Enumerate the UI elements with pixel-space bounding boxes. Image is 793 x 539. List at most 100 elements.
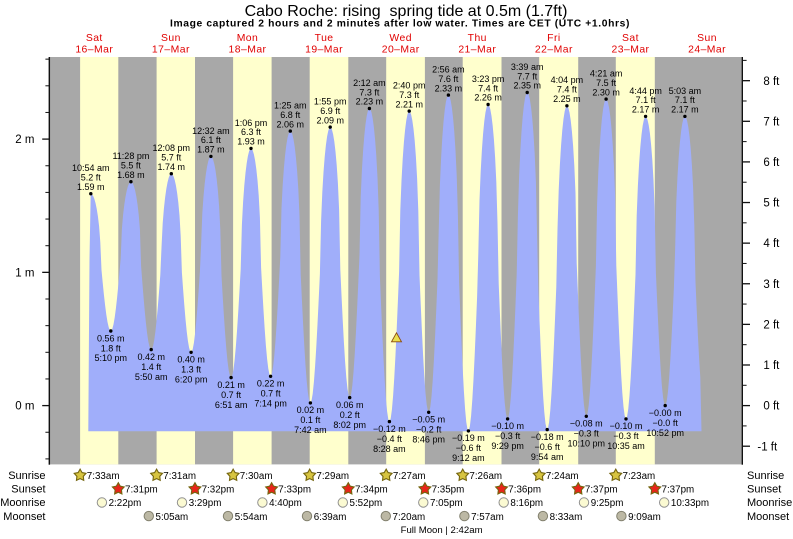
svg-text:0.02 m: 0.02 m	[297, 405, 325, 415]
svg-text:Tue: Tue	[315, 33, 334, 44]
svg-text:9:25pm: 9:25pm	[591, 498, 624, 509]
svg-text:0.56 m: 0.56 m	[97, 333, 125, 343]
svg-text:7:36pm: 7:36pm	[508, 485, 541, 496]
svg-text:Moonrise: Moonrise	[747, 497, 792, 509]
svg-text:−0.18 m: −0.18 m	[531, 432, 564, 442]
svg-text:8:46 pm: 8:46 pm	[412, 435, 445, 445]
svg-text:5:03 am: 5:03 am	[669, 86, 702, 96]
svg-text:4:21 am: 4:21 am	[590, 69, 623, 79]
svg-text:3:23 pm: 3:23 pm	[472, 74, 505, 84]
svg-text:2.17 m: 2.17 m	[671, 105, 699, 115]
svg-text:8:02 pm: 8:02 pm	[333, 420, 366, 430]
svg-text:5:50 am: 5:50 am	[135, 372, 168, 382]
svg-text:12:32 am: 12:32 am	[192, 126, 230, 136]
svg-text:8:28 am: 8:28 am	[373, 444, 406, 454]
svg-text:7.3 ft: 7.3 ft	[399, 90, 420, 100]
svg-text:−0.0 ft: −0.0 ft	[653, 418, 679, 428]
svg-text:Thu: Thu	[468, 33, 487, 44]
svg-text:Full Moon | 2:42am: Full Moon | 2:42am	[401, 525, 483, 536]
svg-text:8:33am: 8:33am	[550, 512, 583, 523]
svg-text:6.3 ft: 6.3 ft	[241, 127, 262, 137]
svg-text:2.35 m: 2.35 m	[513, 81, 541, 91]
svg-text:7:32pm: 7:32pm	[202, 485, 235, 496]
svg-text:7:34pm: 7:34pm	[355, 485, 388, 496]
svg-text:6.1 ft: 6.1 ft	[201, 135, 222, 145]
svg-text:0.7 ft: 0.7 ft	[261, 389, 282, 399]
svg-text:Sun: Sun	[161, 33, 181, 44]
svg-text:11:28 pm: 11:28 pm	[112, 151, 149, 161]
svg-text:1 ft: 1 ft	[763, 360, 780, 372]
svg-text:7:37pm: 7:37pm	[662, 485, 695, 496]
svg-text:5:54am: 5:54am	[235, 512, 268, 523]
svg-text:Sunset: Sunset	[11, 484, 45, 496]
svg-text:0.1 ft: 0.1 ft	[300, 415, 321, 425]
svg-text:Sat: Sat	[622, 33, 639, 44]
svg-text:19–Mar: 19–Mar	[305, 44, 343, 55]
svg-text:0.06 m: 0.06 m	[336, 400, 364, 410]
svg-text:1:55 pm: 1:55 pm	[314, 97, 347, 107]
svg-text:7:37pm: 7:37pm	[585, 485, 618, 496]
svg-text:Cabo Roche: rising spring tid: Cabo Roche: rising spring tide at 0.5m (…	[245, 3, 568, 20]
svg-text:16–Mar: 16–Mar	[75, 44, 113, 55]
svg-text:7:57am: 7:57am	[471, 512, 504, 523]
svg-text:−0.00 m: −0.00 m	[649, 408, 682, 418]
svg-text:5.2 ft: 5.2 ft	[81, 173, 102, 183]
svg-text:Moonset: Moonset	[747, 511, 789, 523]
svg-text:2.23 m: 2.23 m	[356, 97, 384, 107]
svg-text:4:04 pm: 4:04 pm	[551, 75, 584, 85]
svg-text:7.7 ft: 7.7 ft	[517, 71, 538, 81]
svg-text:0.2 ft: 0.2 ft	[340, 410, 361, 420]
svg-text:18–Mar: 18–Mar	[229, 44, 267, 55]
svg-text:3:29pm: 3:29pm	[189, 498, 222, 509]
svg-text:7.4 ft: 7.4 ft	[557, 85, 578, 95]
svg-text:10:35 am: 10:35 am	[607, 441, 645, 451]
svg-text:22–Mar: 22–Mar	[535, 44, 573, 55]
svg-text:0.7 ft: 0.7 ft	[221, 390, 242, 400]
svg-text:7.1 ft: 7.1 ft	[636, 95, 657, 105]
svg-text:4:44 pm: 4:44 pm	[629, 86, 662, 96]
svg-text:−0.12 m: −0.12 m	[373, 424, 406, 434]
svg-text:1.68 m: 1.68 m	[117, 170, 145, 180]
svg-text:Sunrise: Sunrise	[8, 470, 45, 482]
svg-text:1.8 ft: 1.8 ft	[101, 343, 122, 353]
svg-text:2.21 m: 2.21 m	[395, 99, 423, 109]
svg-text:−0.4 ft: −0.4 ft	[377, 434, 403, 444]
svg-text:2.25 m: 2.25 m	[553, 94, 581, 104]
svg-text:Sat: Sat	[86, 33, 103, 44]
svg-text:5 ft: 5 ft	[763, 198, 780, 210]
svg-text:7:30am: 7:30am	[240, 471, 273, 482]
svg-text:4 ft: 4 ft	[763, 238, 780, 250]
svg-text:3 ft: 3 ft	[763, 279, 780, 291]
svg-text:6:51 am: 6:51 am	[215, 400, 248, 410]
svg-text:0.40 m: 0.40 m	[177, 355, 205, 365]
svg-text:7:14 pm: 7:14 pm	[254, 399, 287, 409]
svg-text:7:29am: 7:29am	[316, 471, 349, 482]
svg-text:2:12 am: 2:12 am	[353, 78, 386, 88]
svg-text:Moonrise: Moonrise	[0, 497, 45, 509]
svg-text:5:05am: 5:05am	[156, 512, 189, 523]
svg-text:12:08 pm: 12:08 pm	[153, 143, 191, 153]
svg-text:Wed: Wed	[389, 33, 412, 44]
svg-text:1 m: 1 m	[15, 268, 34, 280]
svg-text:7.3 ft: 7.3 ft	[359, 87, 380, 97]
svg-text:9:54 am: 9:54 am	[531, 452, 564, 462]
svg-text:4:40pm: 4:40pm	[269, 498, 302, 509]
svg-text:7.5 ft: 7.5 ft	[596, 78, 617, 88]
svg-text:−0.3 ft: −0.3 ft	[574, 429, 600, 439]
svg-text:10:52 pm: 10:52 pm	[646, 428, 684, 438]
svg-text:2.09 m: 2.09 m	[316, 115, 344, 125]
svg-text:−0.6 ft: −0.6 ft	[456, 443, 482, 453]
svg-text:2.17 m: 2.17 m	[632, 105, 660, 115]
svg-text:9:29 pm: 9:29 pm	[491, 441, 524, 451]
svg-text:7.1 ft: 7.1 ft	[675, 95, 696, 105]
svg-text:7:26am: 7:26am	[469, 471, 502, 482]
svg-text:8 ft: 8 ft	[763, 76, 780, 88]
svg-text:7:42 am: 7:42 am	[294, 425, 327, 435]
svg-text:2 m: 2 m	[15, 134, 34, 146]
svg-text:−0.3 ft: −0.3 ft	[495, 431, 521, 441]
svg-text:7:33pm: 7:33pm	[278, 485, 311, 496]
svg-text:9:12 am: 9:12 am	[452, 453, 485, 463]
svg-text:1:06 pm: 1:06 pm	[235, 118, 268, 128]
svg-text:1.4 ft: 1.4 ft	[141, 362, 162, 372]
svg-text:0.22 m: 0.22 m	[257, 379, 285, 389]
